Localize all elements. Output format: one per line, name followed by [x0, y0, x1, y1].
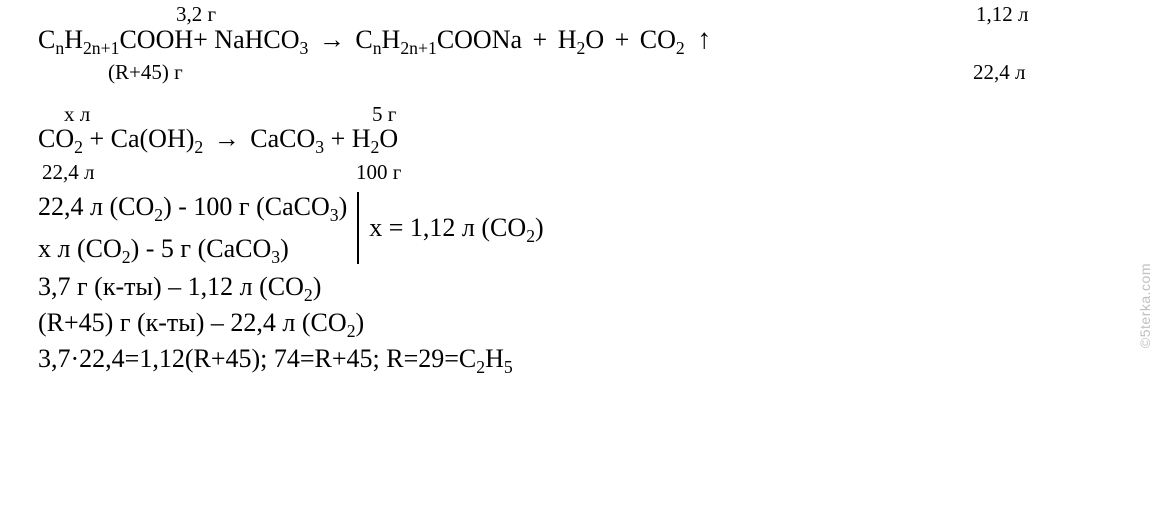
eq1-arrow: →	[315, 25, 349, 54]
eq1-molar-mass: (R+45) г	[108, 60, 183, 84]
eq2-caoh2: Ca(OH)	[111, 124, 195, 153]
prop-l1a-sub: 2	[154, 205, 163, 225]
prop-l2b-sub: 3	[271, 247, 280, 267]
calc-l3a: 3,7·22,4=1,12(R+45); 74=R+45; R=29=C	[38, 344, 476, 373]
eq1-h2o-o: O	[585, 25, 604, 54]
solution-content: 3,2 г 1,12 л CnH2n+1COOH+ NaHCO3 → CnH2n…	[38, 2, 1098, 379]
calc-l2b: )	[356, 308, 365, 337]
prop-l2a-sub: 2	[122, 247, 131, 267]
proportion-result: x = 1,12 л (CO2)	[369, 213, 543, 243]
eq1-reaction: CnH2n+1COOH+ NaHCO3 → CnH2n+1COONa + H2O…	[38, 24, 1098, 54]
prop-line1: 22,4 л (CO2) - 100 г (CaCO3)	[38, 192, 347, 222]
eq2-molar-mass: 100 г	[356, 160, 401, 184]
eq1-r1-c-sub: n	[55, 38, 64, 58]
eq1-r1-cooh: COOH	[119, 25, 193, 54]
calc-l2-sub: 2	[347, 321, 356, 341]
eq2-caco3-sub: 3	[315, 137, 324, 157]
eq1-h2o-h: H	[558, 25, 577, 54]
eq1-p1-coona: COONa	[437, 25, 522, 54]
eq1-p1-c: C	[355, 25, 372, 54]
eq2-h2o-h: H	[352, 124, 371, 153]
eq1-p1-h: H	[382, 25, 401, 54]
gas-arrow-icon: ↑	[691, 24, 711, 55]
calc-line3: 3,7·22,4=1,12(R+45); 74=R+45; R=29=C2H5	[38, 344, 1098, 374]
eq1-co2: CO	[640, 25, 676, 54]
eq2-plus1: +	[89, 124, 104, 153]
eq1-nahco3: NaHCO	[214, 25, 299, 54]
eq2-co2-sub: 2	[74, 137, 83, 157]
eq2-caoh2-sub: 2	[194, 137, 203, 157]
eq2-top-annotations: х л 5 г	[38, 102, 1098, 124]
prop-l1b: ) - 100 г (CaCO	[163, 192, 330, 221]
eq2-caco3: CaCO	[250, 124, 315, 153]
eq2-arrow: →	[210, 124, 244, 153]
site-watermark: ©5terka.com	[1137, 263, 1151, 348]
prop-rhs-c: )	[535, 213, 544, 242]
eq1-mass-acid: 3,2 г	[176, 2, 216, 26]
proportion-block: 22,4 л (CO2) - 100 г (CaCO3) х л (CO2) -…	[38, 192, 1098, 264]
prop-l1b-sub: 3	[330, 205, 339, 225]
eq1-r1-c: C	[38, 25, 55, 54]
eq1-vol-co2: 1,12 л	[976, 2, 1028, 26]
calc-l1-sub: 2	[304, 285, 313, 305]
prop-l2c: )	[280, 234, 289, 263]
prop-l2a: х л (CO	[38, 234, 122, 263]
calc-l2a: (R+45) г (к-ты) – 22,4 л (CO	[38, 308, 347, 337]
prop-line2: х л (CO2) - 5 г (CaCO3)	[38, 234, 347, 264]
eq1-molar-vol: 22,4 л	[973, 60, 1025, 84]
eq2-reaction: CO2 + Ca(OH)2 → CaCO3 + H2O	[38, 124, 1098, 154]
eq2-co2: CO	[38, 124, 74, 153]
eq1-plus2: +	[529, 25, 552, 54]
prop-l1a: 22,4 л (CO	[38, 192, 154, 221]
prop-l1c: )	[339, 192, 348, 221]
eq2-molar-vol: 22,4 л	[42, 160, 94, 184]
eq1-bottom-annotations: (R+45) г 22,4 л	[38, 60, 1098, 82]
eq1-r1-h-sub: 2n+1	[83, 38, 119, 58]
prop-rhs-sub: 2	[526, 226, 535, 246]
eq1-top-annotations: 3,2 г 1,12 л	[38, 2, 1098, 24]
prop-l2b: ) - 5 г (CaCO	[131, 234, 272, 263]
eq1-nahco3-sub: 3	[300, 38, 309, 58]
eq1-h2o-sub: 2	[576, 38, 585, 58]
eq1-co2-sub: 2	[676, 38, 685, 58]
proportion-left: 22,4 л (CO2) - 100 г (CaCO3) х л (CO2) -…	[38, 192, 347, 264]
eq1-p1-c-sub: n	[373, 38, 382, 58]
calc-l1a: 3,7 г (к-ты) – 1,12 л (CO	[38, 272, 304, 301]
calc-l1b: )	[313, 272, 322, 301]
calc-line1: 3,7 г (к-ты) – 1,12 л (CO2)	[38, 272, 1098, 302]
eq2-plus2: +	[331, 124, 346, 153]
eq1-plus1: +	[193, 25, 208, 54]
eq2-mass-caco3: 5 г	[372, 102, 396, 126]
calc-line2: (R+45) г (к-ты) – 22,4 л (CO2)	[38, 308, 1098, 338]
page-root: ©5terka.com 3,2 г 1,12 л CnH2n+1COOH+ Na…	[0, 0, 1151, 526]
eq2-vol-x: х л	[64, 102, 90, 126]
calc-l3-sub2: 5	[504, 357, 513, 377]
prop-rhs: x = 1,12 л (CO	[369, 213, 526, 242]
eq1-p1-h-sub: 2n+1	[400, 38, 436, 58]
calc-l3b: H	[485, 344, 504, 373]
calc-l3-sub1: 2	[476, 357, 485, 377]
eq2-h2o-o: O	[379, 124, 398, 153]
vertical-bar-icon	[357, 192, 359, 264]
eq2-bottom-annotations: 22,4 л 100 г	[38, 160, 1098, 182]
eq1-r1-h: H	[64, 25, 83, 54]
eq1-plus3: +	[611, 25, 634, 54]
